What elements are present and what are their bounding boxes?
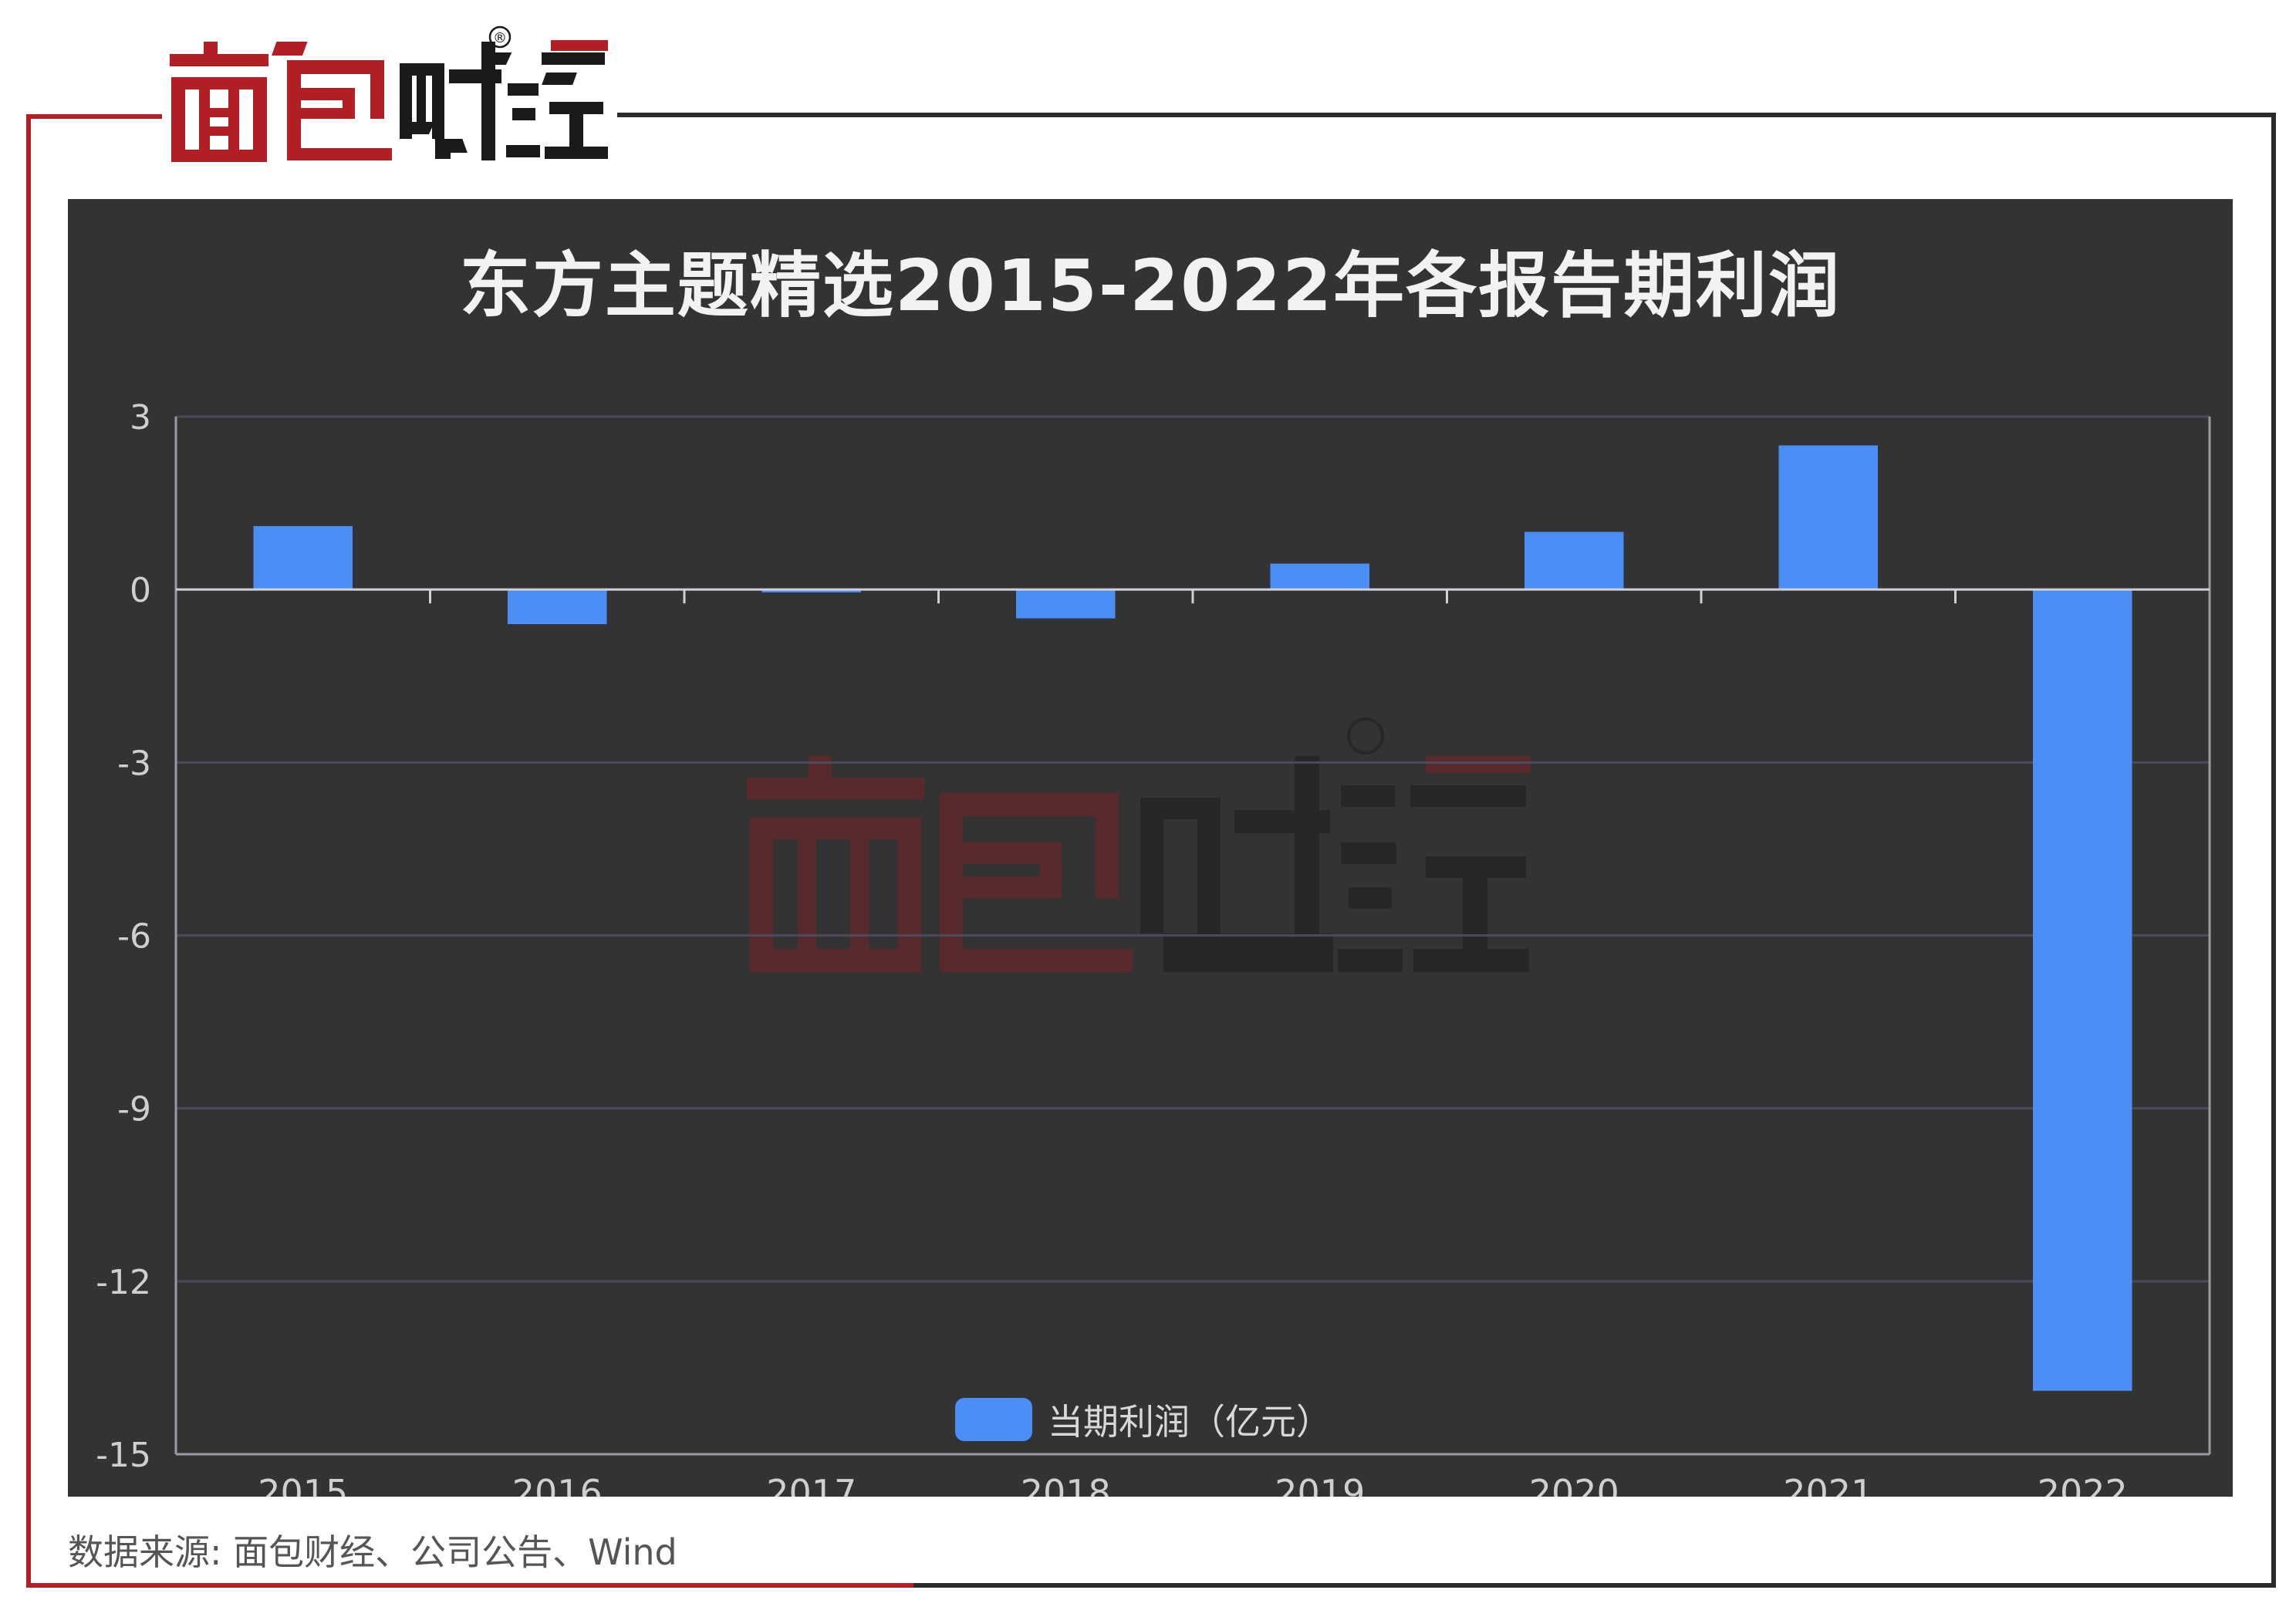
- bar: [1524, 532, 1624, 590]
- legend-swatch: [955, 1398, 1032, 1441]
- y-tick-label: 0: [130, 571, 151, 610]
- chart-panel: 3 0 -3 -6 -9 -12 -15 2015 2016 2017 2018 2019 2020 20…: [68, 199, 2233, 1497]
- bar: [2032, 589, 2132, 1391]
- bar: [507, 589, 607, 624]
- x-tick-label: 2019: [1275, 1472, 1365, 1497]
- frame-right-border: [2271, 113, 2276, 1588]
- y-tick-label: -9: [117, 1090, 151, 1129]
- x-tick-label: 2017: [766, 1472, 856, 1497]
- y-tick-label: -15: [96, 1436, 151, 1475]
- y-tick-label: 3: [130, 398, 151, 437]
- bar-series: [253, 445, 2132, 1391]
- legend-label: 当期利润（亿元）: [1048, 1401, 1332, 1443]
- frame-bottom-border: [913, 1583, 2276, 1588]
- frame-top-border: [617, 113, 2276, 117]
- grid-lines: [176, 415, 2210, 1456]
- bar: [761, 589, 862, 592]
- axes: 3 0 -3 -6 -9 -12 -15 2015 2016 2017 2018 2019 2020 20…: [96, 398, 2211, 1497]
- frame-left-border: [26, 114, 31, 1588]
- bar: [253, 525, 353, 590]
- x-tick-label: 2022: [2038, 1472, 2128, 1497]
- y-tick-label: -12: [96, 1263, 151, 1302]
- x-tick-label: 2020: [1529, 1472, 1619, 1497]
- frame-top-accent: [26, 114, 162, 119]
- bar: [1270, 563, 1370, 590]
- x-tick-label: 2016: [512, 1472, 603, 1497]
- trademark-mark: ®: [493, 30, 507, 46]
- brand-logo: ®: [164, 22, 611, 176]
- x-tick-label: 2018: [1021, 1472, 1111, 1497]
- frame-bottom-accent: [26, 1583, 913, 1588]
- x-tick-label: 2015: [258, 1472, 348, 1497]
- watermark-logo: [747, 717, 1531, 972]
- y-tick-label: -6: [117, 917, 151, 957]
- y-tick-label: -3: [117, 744, 151, 783]
- bar: [1015, 589, 1116, 619]
- x-tick-label: 2021: [1783, 1472, 1873, 1497]
- source-note: 数据来源: 面包财经、公司公告、Wind: [68, 1531, 677, 1573]
- chart-title: 东方主题精选2015-2022年各报告期利润: [459, 245, 1842, 327]
- legend[interactable]: 当期利润（亿元）: [955, 1389, 1332, 1450]
- bar-chart: 3 0 -3 -6 -9 -12 -15 2015 2016 2017 2018 2019 2020 20…: [96, 398, 2211, 1497]
- bar: [1778, 445, 1879, 590]
